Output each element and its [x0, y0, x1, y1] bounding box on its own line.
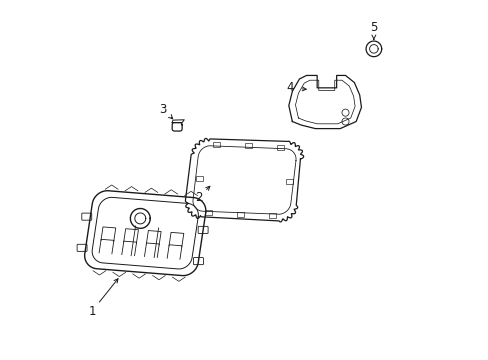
Bar	[244, 143, 252, 148]
Bar	[236, 212, 244, 217]
Text: 1: 1	[88, 305, 96, 318]
Bar	[196, 176, 203, 181]
Bar	[204, 211, 212, 215]
Bar	[285, 179, 292, 184]
Text: 4: 4	[286, 81, 294, 94]
Bar	[268, 213, 275, 218]
Text: 3: 3	[159, 103, 166, 116]
Bar	[213, 142, 220, 147]
Text: 2: 2	[194, 191, 202, 204]
Text: 5: 5	[369, 21, 377, 34]
Bar	[276, 145, 284, 149]
